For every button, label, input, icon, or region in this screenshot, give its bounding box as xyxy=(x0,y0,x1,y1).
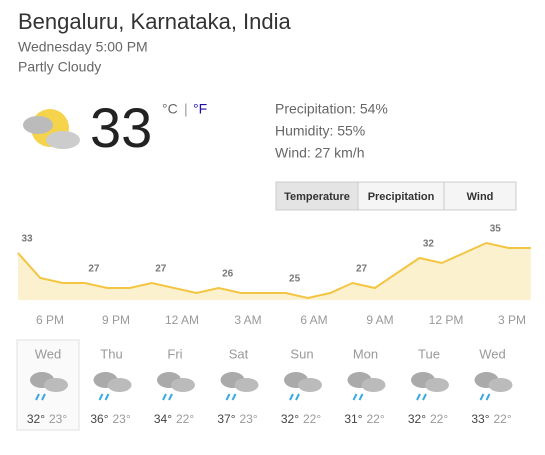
rain xyxy=(98,393,110,401)
rain xyxy=(225,393,237,401)
unit-c: °C xyxy=(162,101,178,117)
cloud xyxy=(171,378,195,392)
unit-f[interactable]: °F xyxy=(193,101,207,117)
day-name[interactable]: Fri xyxy=(167,346,182,361)
day-name[interactable]: Mon xyxy=(353,346,378,361)
cloud xyxy=(488,378,513,392)
rain xyxy=(416,393,427,401)
detail: Humidity: 55% xyxy=(275,123,365,139)
detail: Wind: 27 km/h xyxy=(275,145,364,161)
datetime: Wednesday 5:00 PM xyxy=(18,39,148,55)
day-high: 36° xyxy=(90,412,108,426)
tab[interactable] xyxy=(443,181,517,211)
cloud xyxy=(361,378,386,392)
day-high: 32° xyxy=(27,412,45,426)
tab-label[interactable]: Wind xyxy=(467,191,494,203)
rain xyxy=(35,393,46,401)
temp-label: 27 xyxy=(155,264,167,275)
day-low: 23° xyxy=(240,412,258,426)
time-label: 12 PM xyxy=(429,313,464,327)
cloud xyxy=(107,378,132,392)
time-label: 6 AM xyxy=(300,313,327,327)
day-high: 32° xyxy=(408,412,426,426)
temp-label: 27 xyxy=(88,264,100,275)
day-icon xyxy=(157,372,195,401)
tab-label[interactable]: Precipitation xyxy=(368,191,435,203)
rain xyxy=(162,393,173,401)
time-label: 12 AM xyxy=(165,313,199,327)
rain xyxy=(352,393,364,401)
temp-label: 26 xyxy=(222,269,234,280)
current-icon xyxy=(23,109,80,149)
day-icon xyxy=(30,372,68,401)
current-temp: 33 xyxy=(90,96,152,159)
day-icon xyxy=(93,372,132,401)
day-icon xyxy=(220,372,259,401)
time-label: 9 PM xyxy=(102,313,130,327)
day-high: 33° xyxy=(471,412,489,426)
time-label: 9 AM xyxy=(366,313,393,327)
day-high: 37° xyxy=(217,412,235,426)
cloud xyxy=(298,378,322,392)
day-low: 22° xyxy=(494,412,512,426)
day-low: 22° xyxy=(367,412,385,426)
day-name[interactable]: Tue xyxy=(418,346,440,361)
temp-label: 33 xyxy=(21,234,33,245)
day-low: 23° xyxy=(49,412,67,426)
detail: Precipitation: 54% xyxy=(275,101,388,117)
day-icon xyxy=(347,372,386,401)
tab-label[interactable]: Temperature xyxy=(284,191,350,203)
day-low: 22° xyxy=(430,412,448,426)
temp-label: 25 xyxy=(289,274,301,285)
rain xyxy=(289,393,300,401)
day-low: 22° xyxy=(303,412,321,426)
tab[interactable] xyxy=(357,181,445,211)
time-label: 3 PM xyxy=(498,313,526,327)
location: Bengaluru, Karnataka, India xyxy=(18,9,292,34)
day-high: 34° xyxy=(154,412,172,426)
day-name[interactable]: Sun xyxy=(290,346,313,361)
day-low: 23° xyxy=(113,412,131,426)
unit-separator: | xyxy=(184,101,188,117)
day-icon xyxy=(411,372,449,401)
temp-label: 32 xyxy=(423,239,435,250)
day-name[interactable]: Sat xyxy=(229,346,249,361)
temp-area xyxy=(18,243,531,300)
rain xyxy=(479,393,491,401)
temp-line xyxy=(17,241,531,300)
cloud xyxy=(44,378,68,392)
day-name[interactable]: Thu xyxy=(100,346,122,361)
cloud xyxy=(234,378,259,392)
cloud xyxy=(425,378,449,392)
temp-label: 35 xyxy=(490,224,502,235)
day-high: 32° xyxy=(281,412,299,426)
temp-label: 27 xyxy=(356,264,368,275)
day-icon xyxy=(284,372,322,401)
condition: Partly Cloudy xyxy=(18,59,101,75)
day-name[interactable]: Wed xyxy=(35,346,62,361)
day-name[interactable]: Wed xyxy=(479,346,506,361)
time-label: 6 PM xyxy=(36,313,64,327)
day-icon xyxy=(474,372,513,401)
time-label: 3 AM xyxy=(234,313,261,327)
day-low: 22° xyxy=(176,412,194,426)
day-high: 31° xyxy=(344,412,362,426)
